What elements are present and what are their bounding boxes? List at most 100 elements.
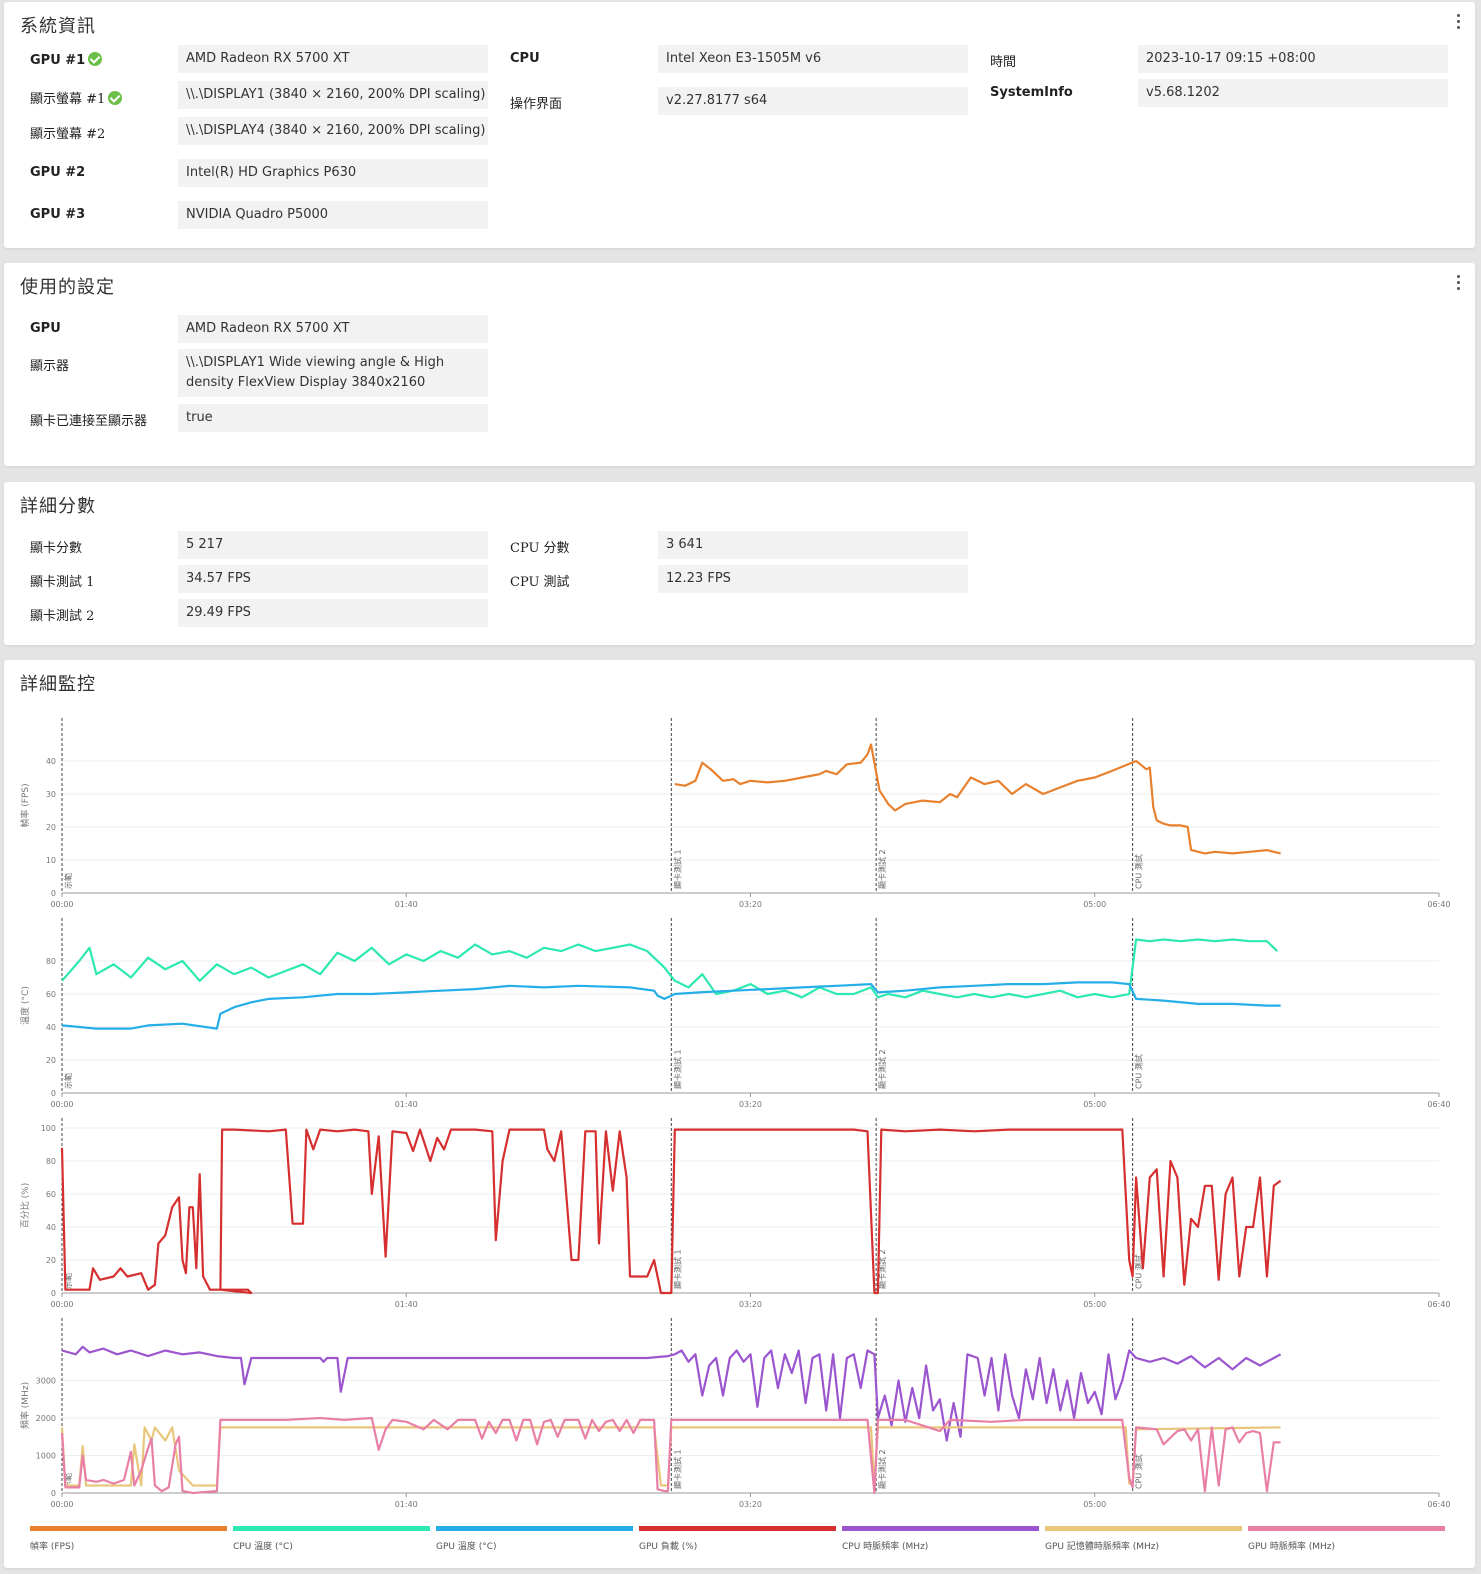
y-tick-label: 20 xyxy=(46,1056,56,1065)
legend-swatch xyxy=(1045,1526,1242,1531)
marker-label: CPU 測試 xyxy=(1134,854,1144,889)
gpu2-label: GPU #2 xyxy=(30,165,86,180)
x-tick-label: 05:00 xyxy=(1083,900,1106,909)
gfx-score-label: 顯卡分數 xyxy=(30,541,83,556)
card-title: 使用的設定 xyxy=(20,277,115,298)
y-tick-label: 80 xyxy=(46,957,56,966)
legend-label: GPU 記憶體時脈頻率 (MHz) xyxy=(1045,1542,1159,1552)
marker-label: 示範 xyxy=(63,1273,73,1289)
marker-label: CPU 測試 xyxy=(1134,1054,1144,1089)
series-line xyxy=(61,981,1281,1030)
monitoring-charts: 0 10 20 30 40 幀率 (FPS) 00:00 01:40 03:20 05:00 06:… xyxy=(19,718,1451,1509)
connected-value: true xyxy=(178,404,488,432)
series-line xyxy=(60,1416,1281,1495)
marker-label: CPU 測試 xyxy=(1134,1454,1144,1489)
os-value: v2.27.8177 s64 xyxy=(658,87,968,115)
gpu2-value: Intel(R) HD Graphics P630 xyxy=(178,159,488,187)
x-tick-label: 01:40 xyxy=(395,1500,418,1509)
y-axis-label: 頻率 (MHz) xyxy=(19,1382,31,1429)
gfx-score-value: 5 217 xyxy=(178,531,488,559)
legend-swatch xyxy=(842,1526,1039,1531)
y-tick-label: 100 xyxy=(41,1124,56,1133)
display1-label: 顯示螢幕 #1 xyxy=(30,88,123,107)
legend-item[interactable]: GPU 負載 (%) xyxy=(639,1526,836,1552)
gpu-label: GPU xyxy=(30,321,61,336)
x-tick-label: 06:40 xyxy=(1427,1100,1450,1109)
x-tick-label: 05:00 xyxy=(1083,1500,1106,1509)
legend-item[interactable]: GPU 溫度 (°C) xyxy=(436,1526,633,1552)
display-label: 顯示器 xyxy=(30,359,70,374)
check-icon xyxy=(88,52,103,66)
x-tick-label: 01:40 xyxy=(395,1300,418,1309)
gpu1-label: GPU #1 xyxy=(30,52,103,68)
x-tick-label: 01:40 xyxy=(395,1100,418,1109)
y-tick-label: 20 xyxy=(46,823,56,832)
legend-label: 幀率 (FPS) xyxy=(30,1542,75,1552)
gpu3-value: NVIDIA Quadro P5000 xyxy=(178,201,488,229)
cpu-test-value: 12.23 FPS xyxy=(658,565,968,593)
marker-label: 顯卡測試 1 xyxy=(672,1049,682,1089)
gfx-test2-label: 顯卡測試 2 xyxy=(30,609,95,624)
more-menu-icon[interactable] xyxy=(1455,275,1461,293)
y-tick-label: 1000 xyxy=(36,1452,56,1461)
y-axis-label: 溫度 (°C) xyxy=(19,986,31,1025)
legend-label: GPU 溫度 (°C) xyxy=(436,1542,497,1552)
y-tick-label: 30 xyxy=(46,790,56,799)
x-tick-label: 06:40 xyxy=(1427,1500,1450,1509)
systeminfo-value: v5.68.1202 xyxy=(1138,79,1448,107)
legend-item[interactable]: CPU 溫度 (°C) xyxy=(233,1526,430,1552)
x-tick-label: 01:40 xyxy=(395,900,418,909)
x-tick-label: 03:20 xyxy=(739,900,762,909)
os-label: 操作界面 xyxy=(510,97,563,112)
legend-item[interactable]: 幀率 (FPS) xyxy=(30,1526,227,1552)
x-tick-label: 03:20 xyxy=(739,1100,762,1109)
y-tick-label: 60 xyxy=(46,1190,56,1199)
more-menu-icon[interactable] xyxy=(1455,14,1461,32)
marker-label: 示範 xyxy=(63,1473,73,1489)
gpu1-value: AMD Radeon RX 5700 XT xyxy=(178,45,488,73)
y-tick-label: 40 xyxy=(46,1223,56,1232)
cpu-score-label: CPU 分數 xyxy=(510,541,570,556)
cpu-label: CPU xyxy=(510,51,540,66)
y-tick-label: 10 xyxy=(46,856,56,865)
marker-label: 顯卡測試 1 xyxy=(672,1249,682,1289)
gfx-test2-value: 29.49 FPS xyxy=(178,599,488,627)
systeminfo-label: SystemInfo xyxy=(990,85,1073,100)
x-tick-label: 05:00 xyxy=(1083,1100,1106,1109)
y-tick-label: 2000 xyxy=(36,1414,56,1423)
connected-label: 顯卡已連接至顯示器 xyxy=(30,414,148,429)
marker-label: 示範 xyxy=(63,1073,73,1089)
monitoring-card: 詳細監控 0 10 20 30 40 幀率 (FPS) 00:00 01:40 03:20 05:… xyxy=(4,660,1475,1568)
display2-label: 顯示螢幕 #2 xyxy=(30,127,106,142)
legend-item[interactable]: GPU 時脈頻率 (MHz) xyxy=(1248,1526,1445,1552)
y-axis-label: 幀率 (FPS) xyxy=(19,783,31,827)
y-tick-label: 80 xyxy=(46,1157,56,1166)
chart-panel: 0 1000 2000 3000 頻率 (MHz) 00:00 01:40 03:20 05:0… xyxy=(19,1318,1451,1509)
y-tick-label: 60 xyxy=(46,990,56,999)
x-tick-label: 00:00 xyxy=(50,1100,73,1109)
gpu3-label: GPU #3 xyxy=(30,207,86,222)
marker-label: 顯卡測試 2 xyxy=(877,1049,887,1089)
cpu-score-value: 3 641 xyxy=(658,531,968,559)
y-tick-label: 0 xyxy=(51,1289,56,1298)
card-title: 詳細分數 xyxy=(20,496,96,517)
x-tick-label: 05:00 xyxy=(1083,1300,1106,1309)
card-title: 系統資訊 xyxy=(20,16,96,37)
x-tick-label: 06:40 xyxy=(1427,1300,1450,1309)
chart-panel: 0 10 20 30 40 幀率 (FPS) 00:00 01:40 03:20 05:00 06:… xyxy=(19,718,1451,909)
cpu-test-label: CPU 測試 xyxy=(510,575,570,590)
x-tick-label: 00:00 xyxy=(50,900,73,909)
gpu-value: AMD Radeon RX 5700 XT xyxy=(178,315,488,343)
y-tick-label: 0 xyxy=(51,889,56,898)
x-tick-label: 00:00 xyxy=(50,1300,73,1309)
time-label: 時間 xyxy=(990,55,1017,70)
legend-item[interactable]: GPU 記憶體時脈頻率 (MHz) xyxy=(1045,1526,1242,1552)
x-tick-label: 03:20 xyxy=(739,1500,762,1509)
legend-item[interactable]: CPU 時脈頻率 (MHz) xyxy=(842,1526,1039,1552)
legend-swatch xyxy=(233,1526,430,1531)
series-line xyxy=(60,1128,1282,1295)
y-tick-label: 40 xyxy=(46,1023,56,1032)
display2-value: \\.\DISPLAY4 (3840 × 2160, 200% DPI scal… xyxy=(178,117,488,145)
check-icon xyxy=(108,91,123,105)
display-value: \\.\DISPLAY1 Wide viewing angle & High d… xyxy=(178,349,488,397)
